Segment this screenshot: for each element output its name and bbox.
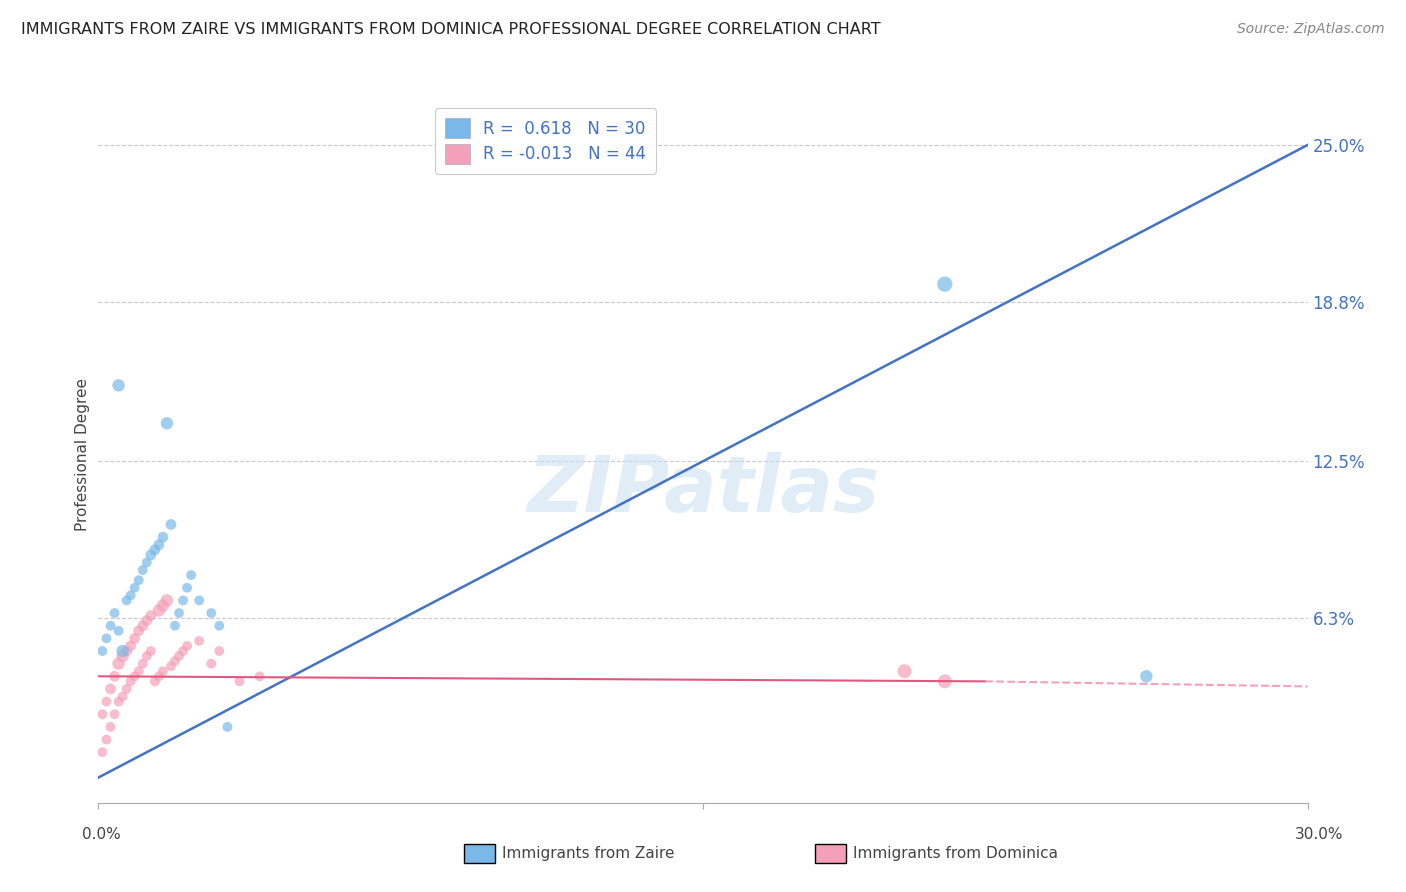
- Point: [148, 603, 170, 617]
- Point: [132, 657, 155, 671]
- Point: [103, 606, 125, 620]
- Point: [120, 674, 142, 689]
- Point: [143, 674, 166, 689]
- Point: [124, 581, 146, 595]
- Point: [152, 599, 174, 613]
- Point: [143, 542, 166, 557]
- Point: [107, 624, 129, 638]
- Text: ZIPatlas: ZIPatlas: [527, 451, 879, 528]
- Point: [139, 644, 162, 658]
- Point: [156, 593, 179, 607]
- Text: Immigrants from Zaire: Immigrants from Zaire: [502, 847, 675, 861]
- Point: [160, 517, 183, 532]
- Point: [152, 665, 174, 679]
- Point: [96, 695, 118, 709]
- Point: [200, 606, 222, 620]
- Point: [208, 618, 231, 632]
- Point: [152, 530, 174, 544]
- Point: [180, 568, 202, 582]
- Legend: R =  0.618   N = 30, R = -0.013   N = 44: R = 0.618 N = 30, R = -0.013 N = 44: [434, 109, 657, 174]
- Point: [135, 556, 157, 570]
- Point: [103, 707, 125, 722]
- Text: Immigrants from Dominica: Immigrants from Dominica: [853, 847, 1059, 861]
- Point: [111, 648, 134, 663]
- Text: 30.0%: 30.0%: [1295, 827, 1343, 841]
- Point: [96, 732, 118, 747]
- Point: [120, 639, 142, 653]
- Point: [228, 674, 250, 689]
- Point: [100, 681, 122, 696]
- Point: [176, 639, 198, 653]
- Point: [115, 593, 138, 607]
- Point: [115, 644, 138, 658]
- Point: [91, 707, 114, 722]
- Point: [208, 644, 231, 658]
- Text: Source: ZipAtlas.com: Source: ZipAtlas.com: [1237, 22, 1385, 37]
- Text: IMMIGRANTS FROM ZAIRE VS IMMIGRANTS FROM DOMINICA PROFESSIONAL DEGREE CORRELATIO: IMMIGRANTS FROM ZAIRE VS IMMIGRANTS FROM…: [21, 22, 880, 37]
- Point: [163, 618, 186, 632]
- Point: [96, 632, 118, 646]
- Point: [148, 669, 170, 683]
- Point: [107, 378, 129, 392]
- Point: [188, 593, 211, 607]
- Point: [934, 674, 956, 689]
- Y-axis label: Professional Degree: Professional Degree: [75, 378, 90, 532]
- Point: [120, 588, 142, 602]
- Point: [135, 614, 157, 628]
- Point: [132, 563, 155, 577]
- Point: [91, 745, 114, 759]
- Point: [111, 690, 134, 704]
- Point: [200, 657, 222, 671]
- Point: [1135, 669, 1157, 683]
- Point: [172, 593, 194, 607]
- Point: [100, 618, 122, 632]
- Point: [115, 681, 138, 696]
- Point: [217, 720, 239, 734]
- Point: [103, 669, 125, 683]
- Text: 0.0%: 0.0%: [82, 827, 121, 841]
- Point: [128, 573, 150, 587]
- Point: [176, 581, 198, 595]
- Point: [128, 665, 150, 679]
- Point: [107, 657, 129, 671]
- Point: [249, 669, 271, 683]
- Point: [135, 648, 157, 663]
- Point: [156, 417, 179, 431]
- Point: [91, 644, 114, 658]
- Point: [107, 695, 129, 709]
- Point: [172, 644, 194, 658]
- Point: [893, 665, 915, 679]
- Point: [124, 669, 146, 683]
- Point: [188, 633, 211, 648]
- Point: [139, 608, 162, 623]
- Point: [163, 654, 186, 668]
- Point: [167, 648, 190, 663]
- Point: [167, 606, 190, 620]
- Point: [128, 624, 150, 638]
- Point: [132, 618, 155, 632]
- Point: [124, 632, 146, 646]
- Point: [148, 538, 170, 552]
- Point: [934, 277, 956, 292]
- Point: [111, 644, 134, 658]
- Point: [100, 720, 122, 734]
- Point: [139, 548, 162, 562]
- Point: [160, 659, 183, 673]
